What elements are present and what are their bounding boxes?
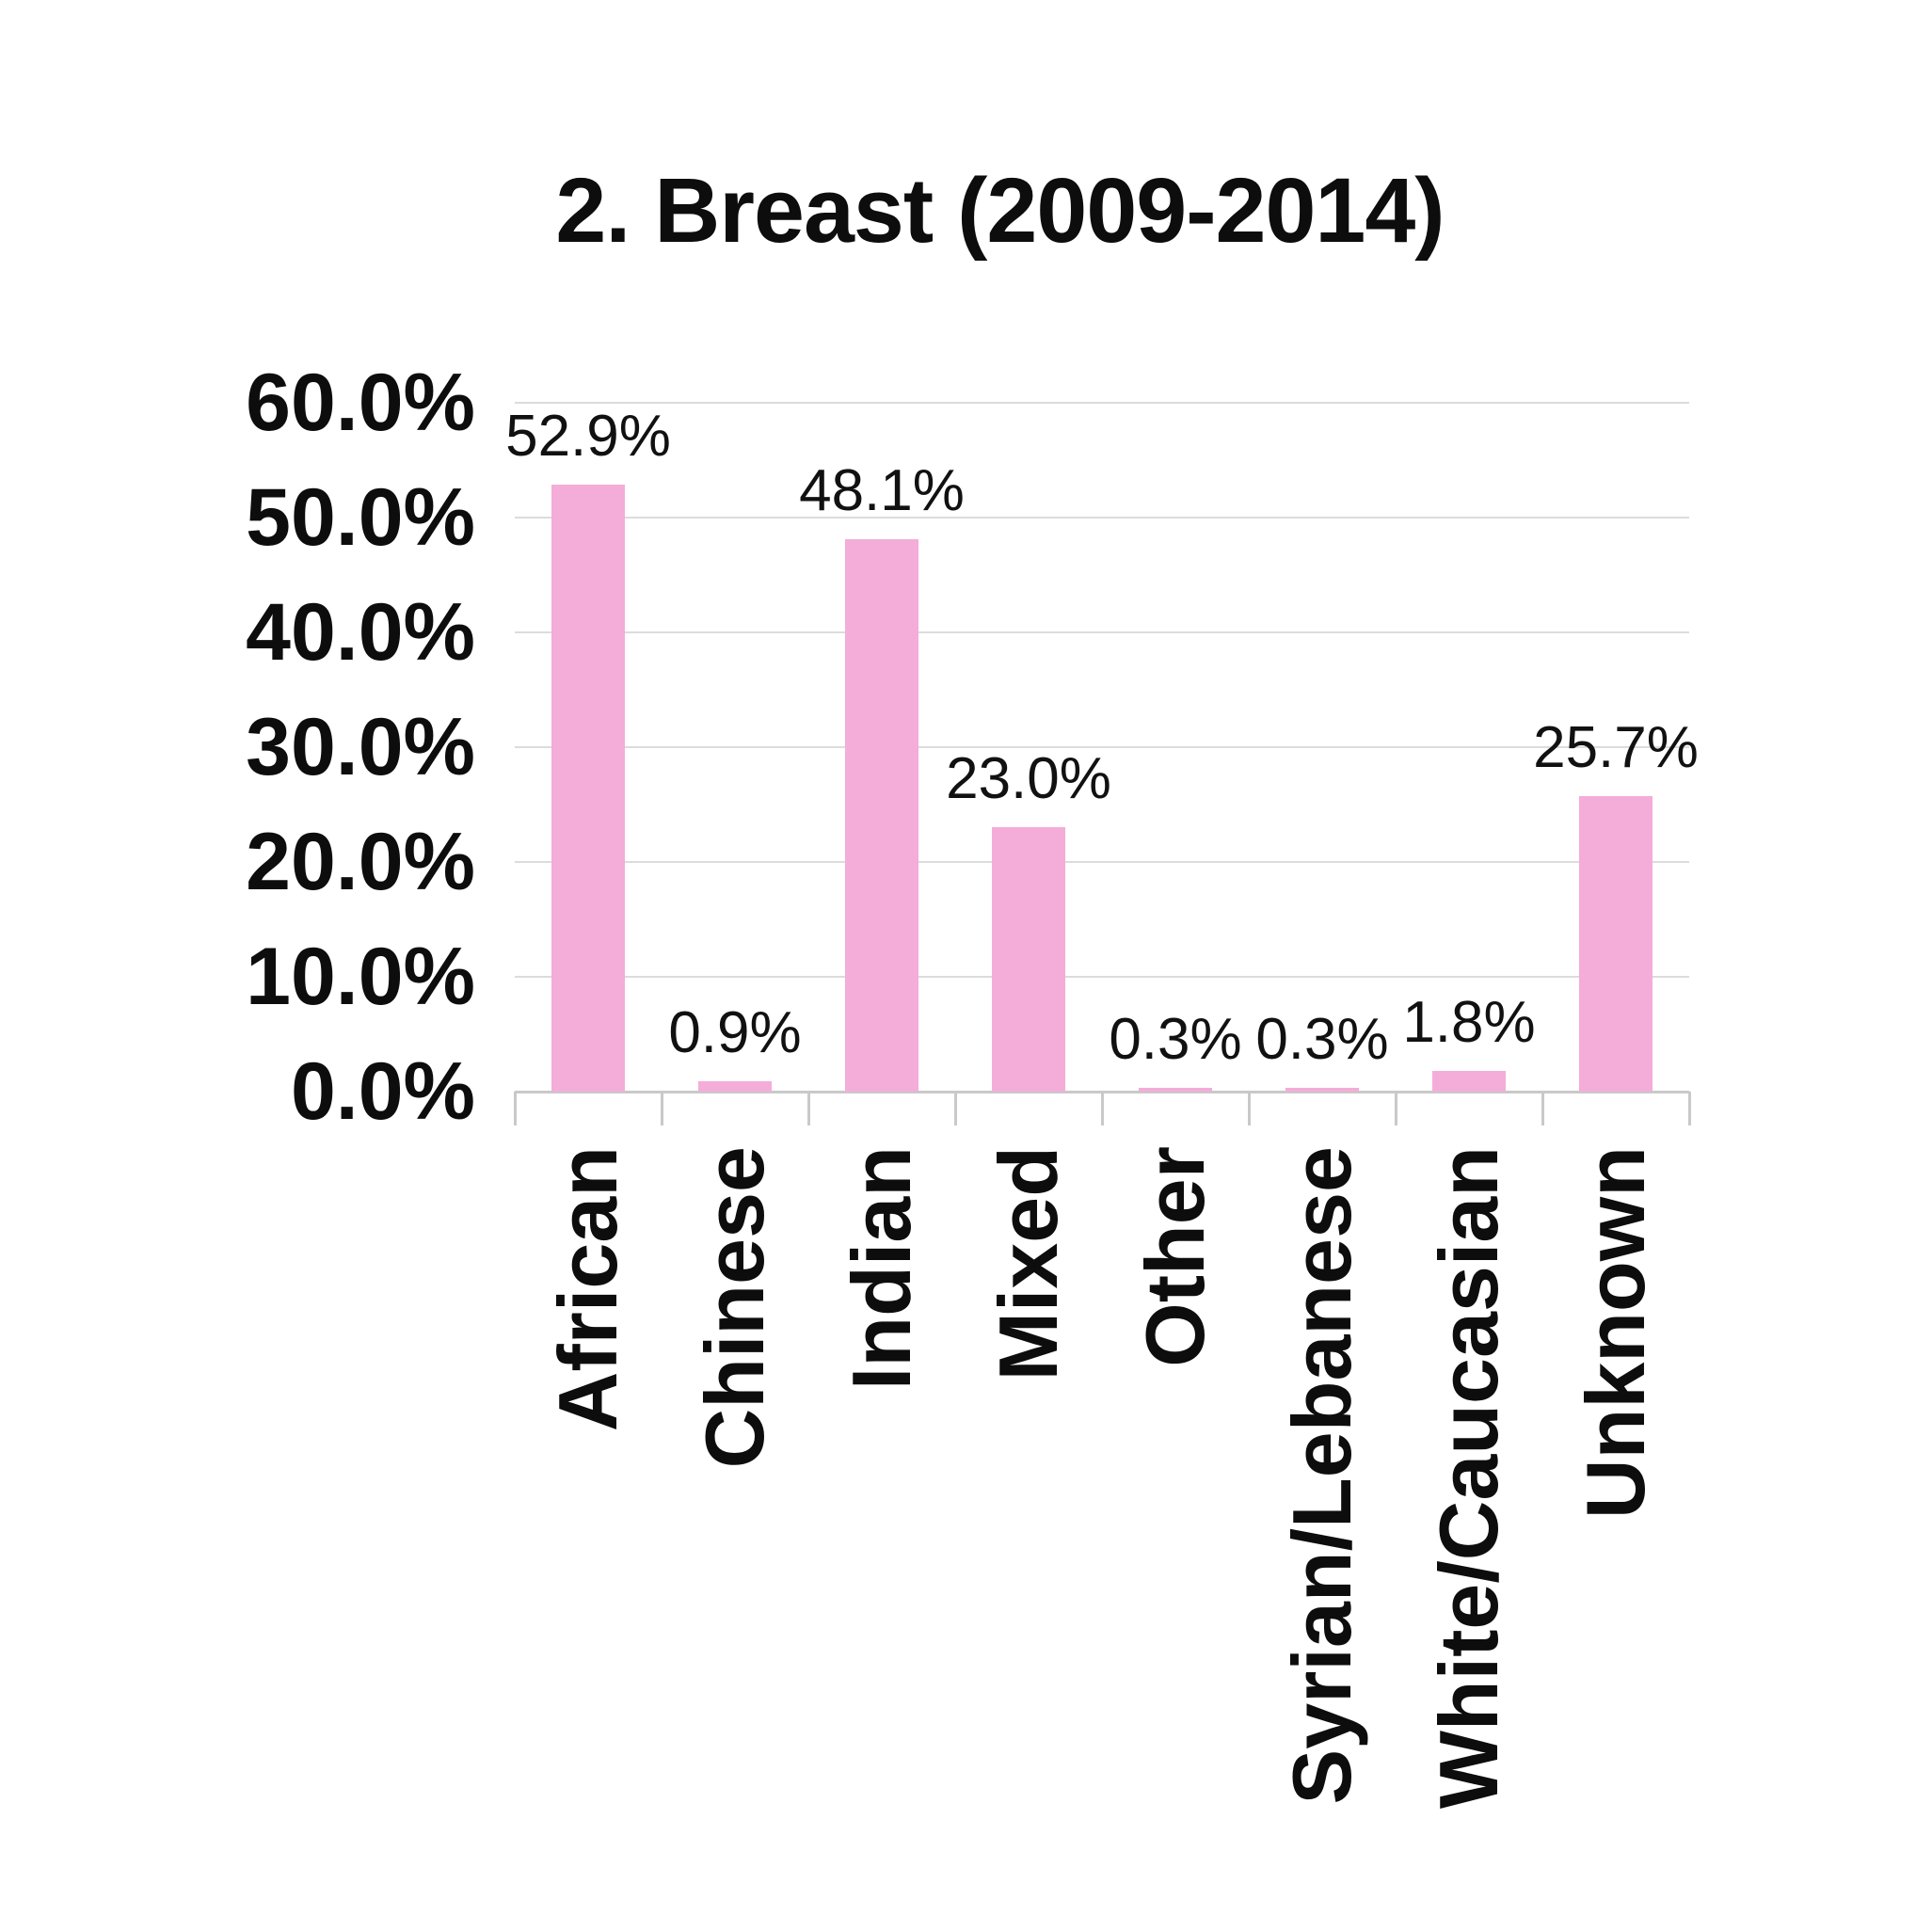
bar-value-label: 1.8% [1402,990,1536,1055]
bar-indian [845,539,918,1092]
bar-value-label: 25.7% [1533,715,1699,780]
y-axis-tick-label: 30.0% [246,702,475,792]
gridline [515,861,1689,863]
axis-tick [807,1092,810,1125]
y-axis-tick-label: 0.0% [290,1046,475,1137]
gridline [515,631,1689,633]
bar-other [1139,1088,1212,1092]
bar-value-label: 52.9% [505,404,671,469]
gridline [515,746,1689,748]
bar-mixed [992,827,1065,1092]
x-axis-category-label: Unknown [1569,1146,1662,1519]
gridline [515,517,1689,519]
axis-tick [1541,1092,1544,1125]
x-axis-category-label: Mixed [982,1146,1075,1381]
y-axis-tick-label: 50.0% [246,472,475,563]
x-axis-category-label: White/Caucasian [1422,1146,1515,1810]
axis-tick [514,1092,517,1125]
gridline [515,402,1689,404]
bar-white-caucasian [1432,1071,1506,1092]
y-axis-tick-label: 20.0% [246,817,475,907]
axis-tick [1395,1092,1397,1125]
gridline [515,976,1689,978]
x-axis-category-label: Indian [835,1146,928,1391]
y-axis-tick-label: 10.0% [246,932,475,1022]
y-axis-tick-label: 40.0% [246,587,475,678]
bar-unknown [1579,796,1653,1092]
x-axis-category-label: African [541,1146,634,1432]
axis-tick [954,1092,957,1125]
x-axis-category-label: Syrian/Lebanese [1275,1146,1368,1805]
axis-tick [1101,1092,1104,1125]
y-axis-tick-label: 60.0% [246,358,475,448]
x-axis-category-label: Other [1128,1146,1221,1367]
axis-tick [1688,1092,1691,1125]
bar-african [551,485,625,1092]
bar-syrian-lebanese [1285,1088,1359,1092]
bar-value-label: 0.9% [668,1000,802,1065]
axis-tick [1248,1092,1251,1125]
bar-value-label: 23.0% [946,746,1111,811]
axis-tick [661,1092,663,1125]
bar-value-label: 0.3% [1109,1007,1242,1072]
chart-title: 2. Breast (2009-2014) [555,159,1445,262]
x-axis-category-label: Chinese [688,1146,781,1469]
bar-value-label: 0.3% [1255,1007,1389,1072]
bar-value-label: 48.1% [799,458,965,523]
bar-chinese [698,1081,772,1092]
